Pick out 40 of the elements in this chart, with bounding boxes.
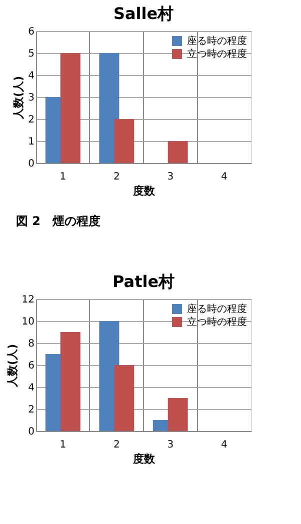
x-tick-label: 1 <box>60 172 66 182</box>
y-tick-label: 0 <box>28 158 34 170</box>
legend-label: 座る時の程度 <box>187 35 247 47</box>
y-tick-label: 1 <box>28 136 34 148</box>
y-tick-label: 4 <box>28 70 34 82</box>
y-tick-label: 2 <box>28 114 34 126</box>
x-tick-label: 2 <box>113 440 120 450</box>
y-tick-label: 10 <box>22 316 34 328</box>
y-tick-label: 5 <box>28 48 34 60</box>
legend-label: 座る時の程度 <box>187 303 247 315</box>
x-axis-title: 度数 <box>132 184 156 198</box>
legend-label: 立つ時の程度 <box>187 316 247 328</box>
bar <box>60 53 80 163</box>
bar <box>168 398 188 431</box>
y-axis-title: 人数(人) <box>12 76 26 120</box>
x-tick-label: 4 <box>220 172 228 182</box>
y-tick-label: 6 <box>28 360 34 372</box>
x-tick-label: 3 <box>167 172 174 182</box>
y-tick-label: 2 <box>28 404 34 416</box>
x-tick-label: 1 <box>60 440 66 450</box>
bar <box>60 332 80 431</box>
x-tick-label: 2 <box>113 172 120 182</box>
y-tick-label: 12 <box>22 294 34 306</box>
legend-label: 立つ時の程度 <box>187 48 247 60</box>
chart-title: Patle村 <box>112 272 175 291</box>
y-tick-label: 0 <box>28 426 34 438</box>
chart-title: Salle村 <box>113 4 174 23</box>
caption: 図 2 煙の程度 <box>16 214 101 228</box>
bar <box>99 53 120 163</box>
y-tick-label: 3 <box>28 92 34 104</box>
y-tick-label: 6 <box>28 26 34 38</box>
x-tick-label: 4 <box>220 440 228 450</box>
bar <box>168 141 188 163</box>
x-axis-title: 度数 <box>132 452 156 466</box>
y-tick-label: 8 <box>28 338 34 350</box>
y-axis-title: 人数(人) <box>6 344 19 388</box>
bar <box>114 119 134 163</box>
y-tick-label: 4 <box>28 382 34 394</box>
x-tick-label: 3 <box>167 440 174 450</box>
bar <box>114 365 134 431</box>
